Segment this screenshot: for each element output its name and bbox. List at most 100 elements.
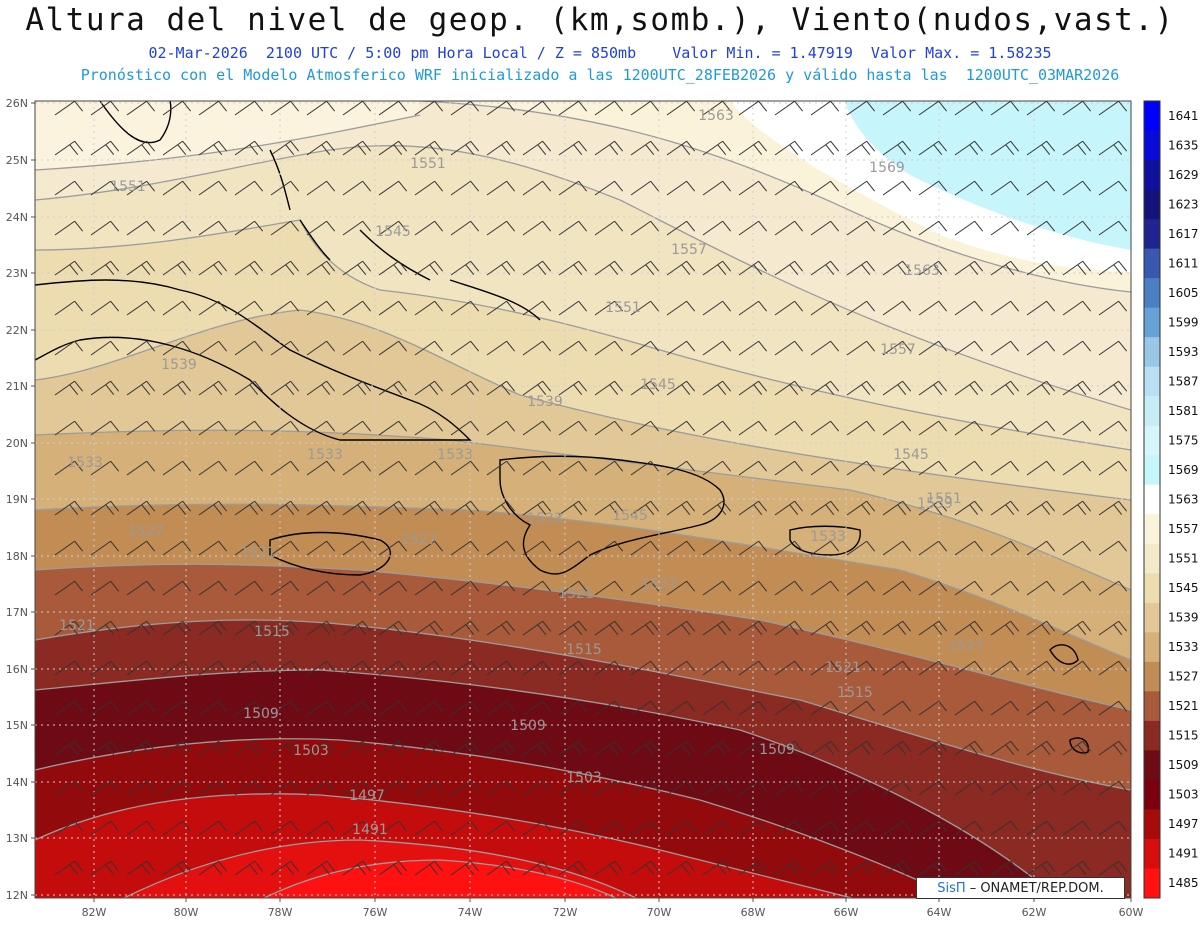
wind-barb-staff [702,860,723,876]
wind-barb-staff [702,380,723,396]
wind-barb-feather [686,500,696,512]
wind-barb-feather [254,340,264,352]
lat-tick-label: 13N [6,832,28,845]
wind-barb-staff [522,340,543,356]
wind-barb-feather [1113,624,1123,635]
wind-barb-staff [738,220,759,236]
wind-barb-staff [414,540,435,556]
wind-barb-feather [218,420,228,432]
contour-label: 1521 [825,660,861,676]
wind-barb-staff [414,580,435,596]
wind-barb-staff [918,340,939,356]
wind-barb-feather [681,864,691,875]
wind-barb-feather [1077,624,1087,635]
wind-barb-staff [666,620,687,636]
wind-barb-feather [470,820,480,832]
wind-barb-feather [470,780,480,792]
wind-barb-staff [486,740,507,756]
wind-barb-staff [1098,460,1119,476]
wind-barb-feather [537,264,547,275]
wind-barb-feather [362,820,372,832]
wind-barb-staff [162,860,183,876]
wind-barb-feather [506,101,516,112]
wind-barb-feather [938,180,948,192]
wind-barb-feather [974,300,984,312]
wind-barb-feather [578,580,588,592]
wind-barb-staff [90,101,111,116]
wind-barb-staff [666,140,687,156]
wind-barb-staff [666,860,687,876]
wind-barb-feather [650,620,660,632]
wind-barb-feather [506,780,516,792]
wind-barb-staff [666,580,687,596]
colorbar-swatch [1144,779,1160,810]
wind-barb-staff [594,580,615,596]
wind-barb-feather [578,700,588,712]
wind-barb-feather [326,860,336,872]
wind-barb-feather [542,820,552,832]
wind-barb-staff [234,101,255,116]
wind-barb-feather [105,504,115,515]
wind-barb-feather [902,460,912,472]
wind-barb-staff [558,700,579,716]
wind-barb-feather [650,780,660,792]
wind-barb-staff [774,140,795,156]
wind-barb-feather [830,700,840,712]
wind-barb-feather [110,620,120,632]
wind-barb-staff [306,340,327,356]
wind-barb-feather [614,460,624,472]
wind-barb-staff [198,860,219,876]
wind-barb-staff [990,820,1011,836]
wind-barb-feather [1005,144,1015,155]
contour-label: 1503 [566,770,602,786]
colorbar-swatch [1144,661,1160,692]
wind-barb-feather [794,220,804,232]
wind-barb-feather [794,300,804,312]
wind-barb-staff [342,540,363,556]
wind-barb-feather [1118,260,1128,272]
wind-barb-feather [213,144,223,155]
wind-barb-staff [630,460,651,476]
coastlines [35,101,1089,754]
wind-barb-feather [357,144,367,155]
wind-barb-staff [378,660,399,676]
wind-barb-feather [650,220,660,232]
wind-barb-feather [758,380,768,392]
wind-barb-feather [614,780,624,792]
wind-barb-feather [1010,460,1020,472]
wind-barb-feather [650,660,660,672]
wind-barb-staff [738,740,759,756]
wind-barb-staff [1062,220,1083,236]
wind-barb-feather [614,660,624,672]
wind-barb-staff [378,180,399,196]
contour-label: 1509 [510,718,546,734]
wind-barb-feather [866,700,876,712]
wind-barb-staff [54,740,75,756]
wind-barb-staff [990,580,1011,596]
wind-barb-feather [974,700,984,712]
wind-barb-feather [1046,300,1056,312]
wind-barb-staff [126,460,147,476]
wind-barb-staff [1062,260,1083,276]
wind-barb-staff [702,420,723,436]
wind-barb-feather [794,860,804,872]
wind-barb-staff [198,660,219,676]
wind-barb-feather [362,260,372,272]
lat-tick-label: 21N [6,380,28,393]
wind-barb-staff [342,660,363,676]
wind-barb-feather [74,860,84,872]
wind-barb-feather [1005,384,1015,395]
wind-barb-feather [578,260,588,272]
colorbar-swatch [1144,573,1160,604]
wind-barb-feather [218,180,228,192]
wind-barb-feather [506,580,516,592]
wind-barb-feather [866,580,876,592]
wind-barb-staff [54,620,75,636]
wind-barb-staff [1062,580,1083,596]
lat-tick-label: 14N [6,776,28,789]
wind-barb-feather [177,144,187,155]
wind-barb-feather [434,220,444,232]
wind-barb-feather [1005,864,1015,875]
wind-barb-feather [470,140,480,152]
wind-barb-feather [1010,500,1020,512]
